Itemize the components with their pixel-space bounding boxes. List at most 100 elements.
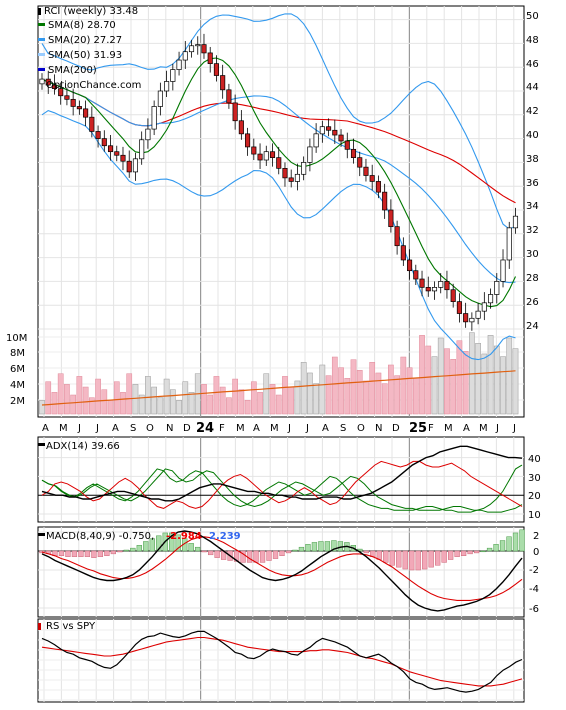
legend-sma200-label: SMA(200) bbox=[48, 65, 97, 76]
candle-body bbox=[319, 126, 325, 135]
macd-histogram-bar bbox=[298, 546, 305, 552]
volume-bar bbox=[375, 372, 382, 415]
price-tick-label: 50 bbox=[526, 11, 539, 22]
volume-tick-label: 10M bbox=[6, 333, 27, 344]
macd-histogram-bar bbox=[195, 546, 201, 552]
candle-body bbox=[83, 108, 89, 118]
volume-bar bbox=[487, 335, 494, 415]
candle-body bbox=[456, 301, 462, 314]
volume-bar bbox=[201, 384, 207, 415]
series-layer bbox=[38, 8, 525, 693]
volume-tick-label: 8M bbox=[10, 348, 25, 359]
macd-histogram-bar bbox=[188, 543, 194, 552]
volume-bar bbox=[226, 397, 232, 415]
macd-histogram-bar bbox=[207, 550, 214, 556]
macd-histogram-bar bbox=[78, 550, 84, 557]
macd-histogram-bar bbox=[214, 550, 220, 558]
candle-body bbox=[132, 158, 139, 173]
candle-body bbox=[170, 69, 176, 82]
candle-body bbox=[213, 63, 219, 76]
x-axis-label: A bbox=[463, 423, 470, 434]
macd-histogram-bar bbox=[473, 550, 480, 554]
x-axis-label: F bbox=[219, 423, 225, 434]
x-axis-label: M bbox=[236, 423, 245, 434]
lower-band-line bbox=[41, 109, 516, 361]
candle-body bbox=[176, 59, 182, 70]
volume-bar bbox=[70, 394, 77, 415]
macd-histogram-bar bbox=[512, 532, 519, 552]
candle-body bbox=[89, 116, 95, 132]
price-tick-label: 34 bbox=[526, 201, 539, 212]
macd-histogram-bar bbox=[415, 550, 421, 571]
candle-body bbox=[494, 281, 500, 295]
candle-body bbox=[39, 78, 45, 85]
price-tick-label: 44 bbox=[526, 82, 539, 93]
candle-body bbox=[382, 191, 388, 211]
candle-body bbox=[500, 259, 506, 282]
candle-body bbox=[45, 78, 51, 86]
candle-body bbox=[76, 106, 82, 110]
volume-bar bbox=[425, 345, 432, 415]
macd-histogram-bar bbox=[422, 550, 428, 570]
volume-bar bbox=[176, 400, 182, 415]
macd-histogram-bar bbox=[383, 550, 389, 563]
macd-histogram-bar bbox=[441, 550, 447, 563]
candle-body bbox=[245, 133, 251, 148]
macd-histogram-bar bbox=[435, 550, 441, 566]
macd-histogram-bar bbox=[143, 541, 149, 552]
macd-histogram-bar bbox=[91, 550, 97, 558]
macd-histogram-bar bbox=[84, 550, 91, 557]
x-axis-label: S bbox=[130, 423, 136, 434]
volume-bar bbox=[462, 351, 469, 415]
candle-body bbox=[363, 166, 369, 176]
candle-body bbox=[463, 313, 469, 323]
volume-bar bbox=[475, 343, 481, 415]
legend-sma8-label: SMA(8) 28.70 bbox=[48, 20, 116, 31]
volume-bar bbox=[500, 356, 506, 415]
macd-histogram-bar bbox=[279, 550, 285, 556]
x-axis-label: M bbox=[270, 423, 279, 434]
legend-swatch bbox=[38, 38, 45, 41]
macd-histogram-bar bbox=[337, 541, 344, 552]
volume-bar bbox=[76, 376, 83, 415]
volume-bar bbox=[219, 386, 226, 415]
volume-bar bbox=[126, 373, 133, 415]
adx-legend-swatch bbox=[38, 443, 45, 446]
x-axis-label: A bbox=[42, 423, 49, 434]
volume-bar bbox=[151, 386, 157, 415]
volume-bar bbox=[369, 362, 376, 415]
adx-tick-label: 40 bbox=[528, 454, 541, 465]
x-axis-label: D bbox=[183, 423, 191, 434]
macd-legend-swatch bbox=[38, 533, 45, 536]
macd-histogram-bar bbox=[71, 550, 78, 557]
volume-bar bbox=[282, 376, 288, 415]
candle-body bbox=[226, 89, 232, 104]
candle-body bbox=[413, 270, 419, 280]
candle-body bbox=[64, 95, 70, 100]
legend-sma50-label: SMA(50) 31.93 bbox=[48, 50, 122, 61]
price-tick-label: 24 bbox=[526, 321, 539, 332]
candle-body bbox=[407, 259, 413, 272]
candle-body bbox=[425, 287, 431, 292]
volume-bar bbox=[232, 378, 238, 415]
candle-body bbox=[469, 317, 475, 323]
candle-body bbox=[157, 90, 163, 107]
macd-histogram-bar bbox=[363, 550, 369, 554]
macd-histogram-bar bbox=[402, 550, 408, 570]
macd-histogram-bar bbox=[156, 535, 162, 552]
macd-title: MACD(8,40,9) -0.750, bbox=[46, 531, 154, 542]
candle-body bbox=[145, 128, 151, 141]
candle-body bbox=[475, 310, 481, 319]
volume-tick-label: 4M bbox=[10, 380, 25, 391]
candle-body bbox=[488, 294, 494, 304]
candle-body bbox=[444, 281, 450, 291]
macd-histogram-bar bbox=[389, 550, 395, 566]
macd-line bbox=[41, 530, 523, 612]
volume-bar bbox=[338, 367, 344, 415]
macd-histogram-bar bbox=[499, 540, 506, 552]
price-tick-label: 40 bbox=[526, 130, 539, 141]
macd-histogram-bar bbox=[259, 550, 266, 563]
x-axis-label: A bbox=[322, 423, 329, 434]
x-axis-label: M bbox=[59, 423, 68, 434]
